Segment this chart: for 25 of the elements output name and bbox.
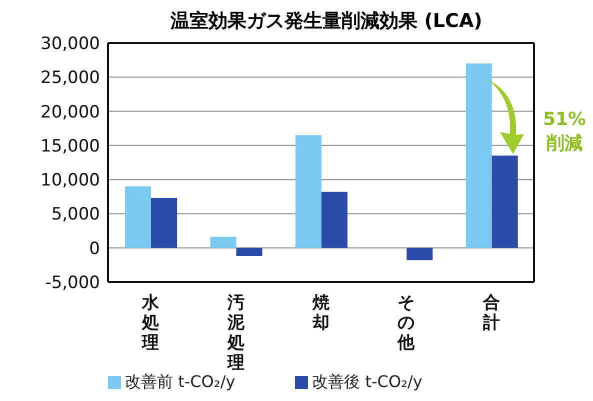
bar: [210, 236, 236, 248]
bar: [406, 248, 433, 260]
y-tick-label: 30,000: [40, 34, 100, 54]
y-tick-label: 5,000: [51, 204, 100, 225]
y-tick-label: 25,000: [40, 68, 100, 88]
x-tick-label: 汚泥処理: [226, 293, 246, 373]
y-tick-label: -5,000: [45, 273, 100, 294]
chart-title: 温室効果ガス発生量削減効果 (LCA): [169, 9, 484, 34]
x-tick-label: 水処理: [141, 293, 160, 353]
x-tick-label: 焼却: [312, 293, 330, 333]
x-tick-label: その他: [396, 293, 416, 353]
y-tick-label: 20,000: [40, 102, 100, 122]
bar: [295, 135, 322, 248]
bar: [125, 186, 152, 248]
y-tick-label: 0: [89, 238, 100, 259]
bar: [466, 63, 492, 248]
legend-label: 改善前 t-CO₂/y: [125, 372, 236, 391]
legend-label: 改善後 t-CO₂/y: [312, 372, 422, 391]
bar: [321, 192, 348, 248]
y-tick-label: 10,000: [40, 170, 100, 191]
bar: [151, 198, 178, 248]
x-tick-label: 合計: [482, 293, 500, 333]
bar: [492, 156, 518, 248]
y-tick-label: 15,000: [40, 136, 100, 156]
bar: [236, 248, 262, 256]
